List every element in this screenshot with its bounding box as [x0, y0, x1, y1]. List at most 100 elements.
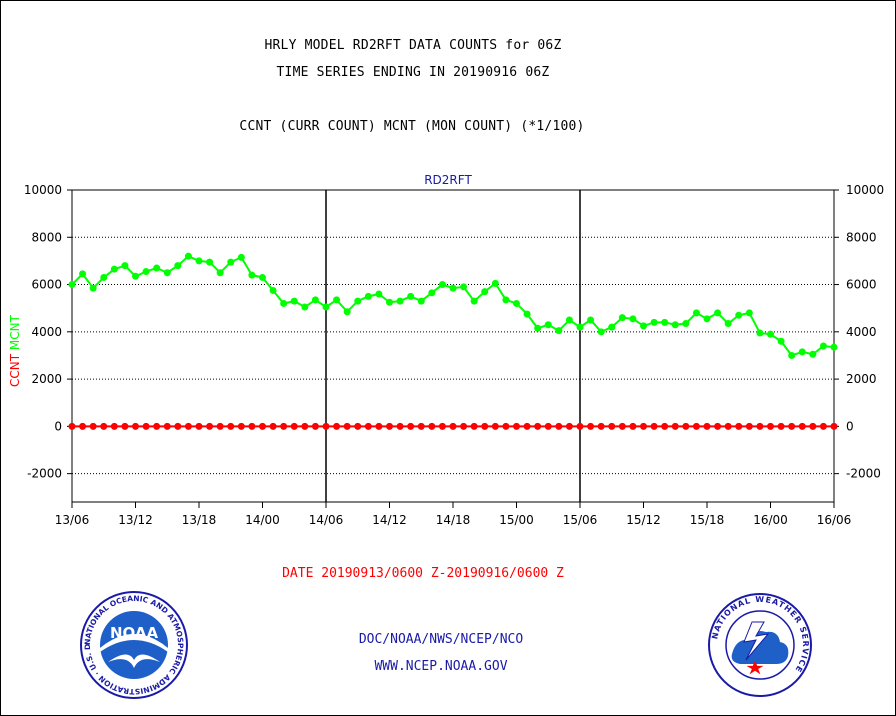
data-point-ccnt [142, 422, 150, 430]
data-point-mcnt [788, 351, 796, 359]
data-point-ccnt [777, 422, 785, 430]
data-point-mcnt [311, 296, 319, 304]
data-point-mcnt [724, 320, 732, 328]
data-point-ccnt [767, 422, 774, 430]
data-point-mcnt [544, 321, 552, 329]
data-point-ccnt [396, 422, 404, 430]
data-point-ccnt [460, 422, 468, 430]
data-point-mcnt [597, 328, 605, 336]
data-point-mcnt [703, 315, 711, 323]
data-point-mcnt [692, 309, 700, 317]
data-point-ccnt [333, 422, 341, 430]
data-point-ccnt [640, 422, 647, 430]
data-point-mcnt [798, 348, 806, 356]
data-point-mcnt [269, 286, 277, 294]
data-point-ccnt [216, 422, 224, 430]
xtick-label: 15/12 [626, 513, 661, 527]
xtick-label: 15/18 [690, 513, 725, 527]
data-point-ccnt [735, 422, 743, 430]
data-point-mcnt [343, 308, 351, 316]
data-point-ccnt [682, 422, 690, 430]
data-point-mcnt [502, 296, 510, 304]
data-point-ccnt [386, 422, 393, 430]
data-point-ccnt [491, 422, 499, 430]
ytick-label-right: -2000 [846, 467, 881, 481]
data-point-mcnt [184, 252, 192, 260]
data-point-mcnt [756, 329, 764, 337]
data-point-mcnt [661, 318, 669, 326]
data-point-mcnt [280, 299, 288, 307]
data-point-ccnt [470, 422, 478, 430]
data-point-mcnt [481, 288, 489, 296]
data-point-mcnt [364, 292, 372, 300]
data-point-mcnt [460, 283, 468, 291]
data-point-ccnt [565, 422, 573, 430]
data-point-mcnt [513, 299, 520, 307]
ytick-label-right: 8000 [846, 230, 877, 244]
data-point-mcnt [491, 279, 499, 287]
xtick-label: 15/06 [563, 513, 598, 527]
data-point-ccnt [661, 422, 669, 430]
data-point-ccnt [290, 422, 298, 430]
data-point-ccnt [301, 422, 309, 430]
data-point-mcnt [396, 297, 404, 305]
noaa-logo: NATIONAL OCEANIC AND ATMOSPHERIC ADMINIS… [78, 590, 188, 699]
data-point-mcnt [237, 253, 245, 261]
data-point-ccnt [68, 422, 76, 430]
data-point-mcnt [830, 343, 838, 351]
data-point-ccnt [280, 422, 288, 430]
data-point-mcnt [608, 323, 616, 331]
data-point-mcnt [576, 323, 584, 331]
data-point-mcnt [534, 324, 542, 332]
data-point-mcnt [777, 337, 785, 345]
data-point-mcnt [121, 262, 129, 270]
ytick-label-left: 4000 [31, 325, 62, 339]
axis-labels: -2000 -2000 0 0 2000 2000 4000 4000 6000 6000 8000… [8, 173, 884, 527]
data-point-mcnt [449, 284, 457, 292]
data-point-ccnt [248, 422, 256, 430]
data-point-mcnt [714, 309, 722, 317]
data-point-mcnt [301, 303, 309, 311]
data-point-ccnt [79, 422, 87, 430]
data-point-mcnt [79, 270, 87, 278]
data-point-mcnt [386, 298, 393, 306]
organization-line: DOC/NOAA/NWS/NCEP/NCO [358, 632, 524, 647]
data-point-ccnt [724, 422, 732, 430]
data-point-ccnt [819, 422, 827, 430]
data-point-ccnt [608, 422, 616, 430]
series-line-mcnt [71, 255, 835, 357]
website-link[interactable]: WWW.NCEP.NOAA.GOV [374, 659, 508, 674]
data-point-ccnt [788, 422, 796, 430]
data-point-mcnt [174, 262, 182, 270]
data-point-ccnt [692, 422, 700, 430]
data-point-mcnt [375, 290, 383, 298]
ytick-label-right: 4000 [846, 325, 877, 339]
ytick-label-left: -2000 [27, 467, 62, 481]
data-point-mcnt [523, 310, 531, 318]
data-point-mcnt [407, 292, 415, 300]
data-point-ccnt [703, 422, 711, 430]
xtick-label: 14/06 [309, 513, 344, 527]
data-point-mcnt [819, 342, 827, 350]
data-point-mcnt [417, 297, 425, 305]
data-point-ccnt [322, 422, 330, 430]
y-axis-label-part: MCNT [8, 314, 22, 354]
data-point-ccnt [417, 422, 425, 430]
data-point-ccnt [407, 422, 415, 430]
data-point-mcnt [735, 311, 743, 319]
chart-title-line-2: TIME SERIES ENDING IN 20190916 06Z [276, 65, 550, 80]
data-point-mcnt [163, 269, 171, 277]
data-point-ccnt [798, 422, 806, 430]
xtick-label: 16/00 [753, 513, 788, 527]
data-point-mcnt [153, 264, 161, 272]
noaa-logo-text: NOAA [110, 624, 159, 642]
data-point-mcnt [629, 315, 637, 323]
data-point-ccnt [555, 422, 563, 430]
data-point-mcnt [259, 273, 266, 281]
data-point-ccnt [364, 422, 372, 430]
data-point-ccnt [259, 422, 266, 430]
data-point-ccnt [830, 422, 838, 430]
data-point-ccnt [206, 422, 214, 430]
data-point-ccnt [544, 422, 552, 430]
